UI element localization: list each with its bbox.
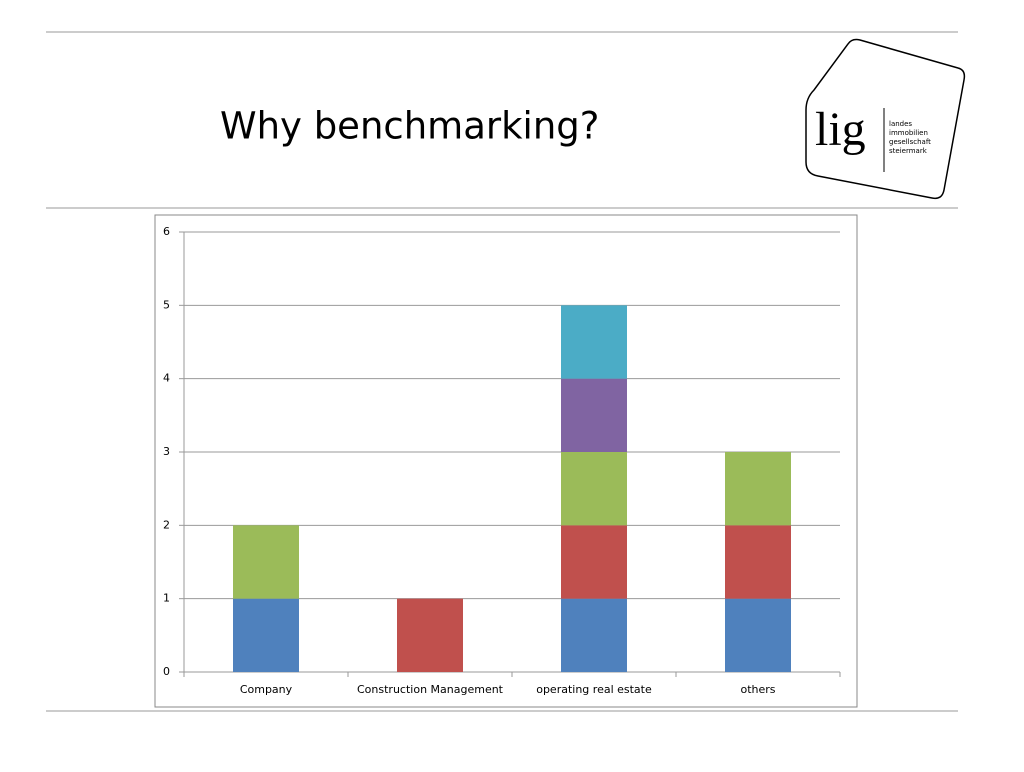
bar-segment	[725, 525, 791, 599]
y-tick-label: 6	[163, 225, 170, 238]
x-tick-label: Company	[240, 683, 293, 696]
y-tick-label: 5	[163, 298, 170, 311]
slide-title: Why benchmarking?	[220, 105, 599, 148]
bar-segment	[725, 452, 791, 526]
bar-segment	[233, 525, 299, 599]
logo-line: landes	[889, 120, 912, 128]
bar-segment	[561, 305, 627, 379]
logo-line: immobilien	[889, 129, 928, 137]
y-tick-label: 1	[163, 592, 170, 605]
x-tick-label: operating real estate	[536, 683, 652, 696]
bar-segment	[561, 378, 627, 452]
bar-segment	[561, 452, 627, 526]
bar-segment	[561, 525, 627, 599]
y-tick-label: 3	[163, 445, 170, 458]
chart: 0 1 2 3 4 5 6 Company Construction Management ope…	[163, 225, 841, 696]
y-tick-label: 2	[163, 518, 170, 531]
logo: lig landes immobilien gesellschaft steie…	[805, 38, 966, 200]
x-tick-label: Construction Management	[357, 683, 504, 696]
logo-mark: lig	[815, 103, 866, 156]
bar-segment	[233, 598, 299, 672]
x-tick-label: others	[740, 683, 775, 696]
bar-segment	[561, 598, 627, 672]
y-tick-label: 4	[163, 372, 170, 385]
y-tick-label: 0	[163, 665, 170, 678]
bar-segment	[397, 598, 463, 672]
bar-segment	[725, 598, 791, 672]
logo-frame	[805, 38, 966, 200]
logo-line: steiermark	[889, 147, 928, 155]
logo-line: gesellschaft	[889, 138, 931, 146]
